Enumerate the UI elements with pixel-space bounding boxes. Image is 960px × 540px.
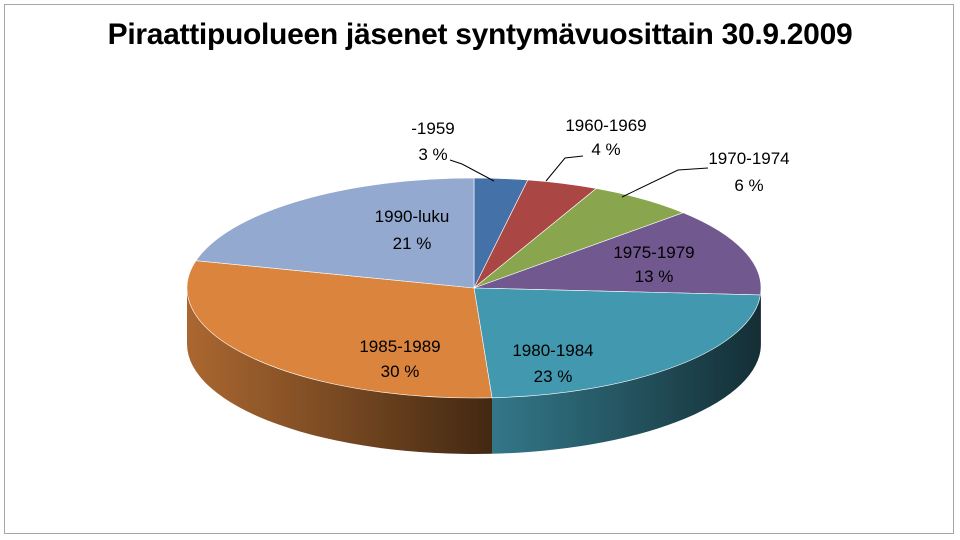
data-value-1980-1984: 23 % — [534, 367, 573, 386]
data-label-1990-luku: 1990-luku — [375, 207, 450, 226]
data-value-1975-1979: 13 % — [635, 267, 674, 286]
slice-1975-1979 — [473, 212, 762, 296]
leader-line-1959 — [449, 159, 495, 182]
slice-1985-1989 — [186, 260, 493, 399]
chart-frame — [4, 4, 954, 534]
data-label-1960-1969: 1960-1969 — [565, 116, 646, 135]
leader-line-1970-1974 — [621, 167, 709, 198]
data-value-1959: 3 % — [418, 145, 447, 164]
data-value-1985-1989: 30 % — [381, 362, 420, 381]
slice-1980-1984 — [473, 287, 761, 399]
data-value-1990-luku: 21 % — [393, 234, 432, 253]
slice-side-1985-1989 — [187, 288, 493, 454]
data-value-1970-1974: 6 % — [734, 176, 763, 195]
data-label-1975-1979: 1975-1979 — [613, 243, 694, 262]
slice-side-1975-1979 — [760, 288, 761, 351]
chart-title: Piraattipuolueen jäsenet syntymävuositta… — [107, 18, 853, 51]
data-label-1970-1974: 1970-1974 — [708, 149, 789, 168]
data-label-1985-1989: 1985-1989 — [359, 337, 440, 356]
leader-line-1960-1969 — [545, 155, 584, 182]
slice-1990-luku — [195, 177, 475, 289]
data-value-1960-1969: 4 % — [591, 140, 620, 159]
data-label-1980-1984: 1980-1984 — [512, 341, 593, 360]
data-label-1959: -1959 — [411, 119, 454, 138]
slice-side-1980-1984 — [492, 294, 761, 454]
